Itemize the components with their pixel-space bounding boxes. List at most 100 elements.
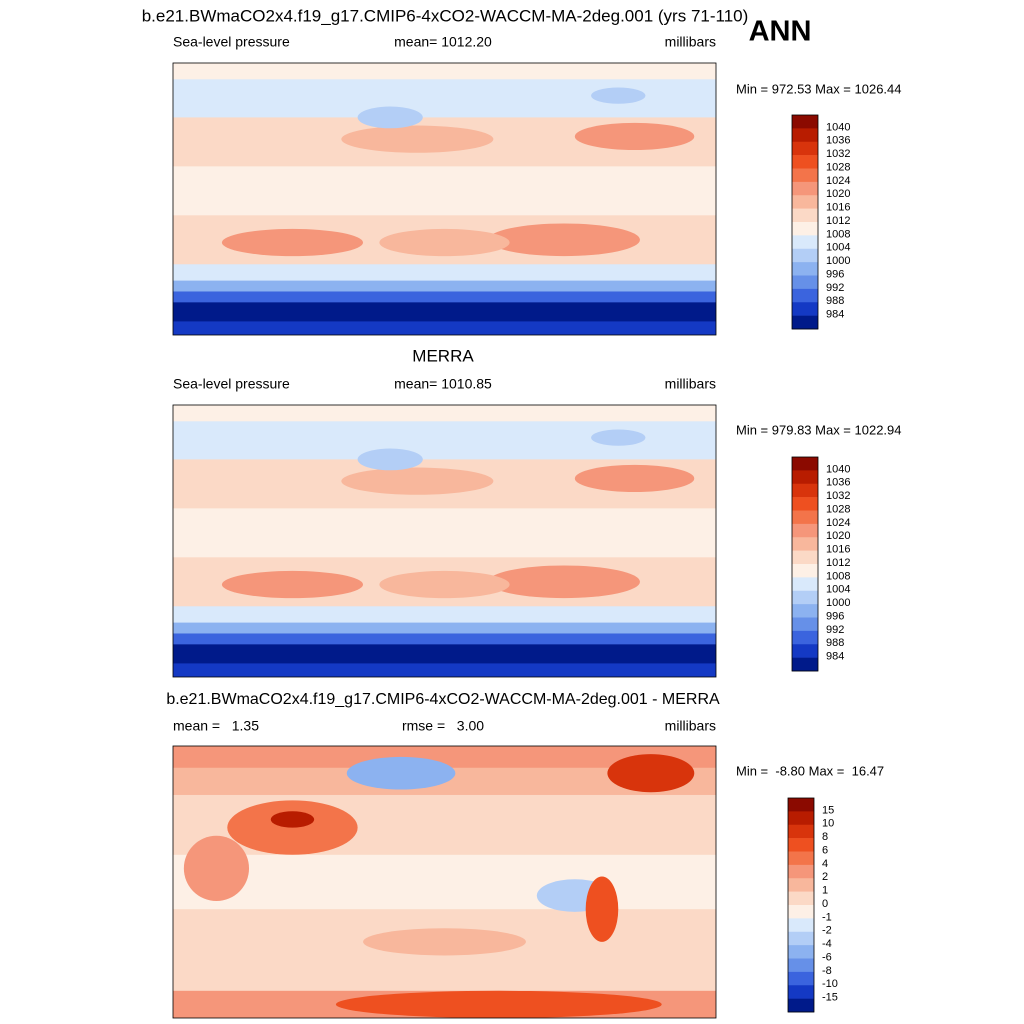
colorbar-frame xyxy=(787,797,815,1013)
colorbar-box xyxy=(792,222,818,236)
colorbar-box xyxy=(792,288,818,303)
map-field xyxy=(585,876,619,942)
colorbar-label: 1032 xyxy=(826,148,850,160)
colorbar-box xyxy=(792,510,818,525)
colorbar-box xyxy=(792,497,818,511)
colorbar-label: 1008 xyxy=(826,570,850,582)
colorbar-box xyxy=(788,931,814,946)
colorbar-box xyxy=(788,851,814,866)
colorbar-box xyxy=(788,864,814,879)
season-label: ANN xyxy=(749,16,812,48)
map-field xyxy=(335,990,662,1018)
colorbar-box xyxy=(792,141,818,156)
colorbar-label: 1036 xyxy=(826,477,850,489)
colorbar-box xyxy=(792,262,818,276)
colorbar-label: 1028 xyxy=(826,503,850,515)
colorbar-label: 1016 xyxy=(826,544,850,556)
colorbar-box xyxy=(792,657,818,672)
colorbar-box xyxy=(792,155,818,169)
map-field xyxy=(270,811,315,828)
colorbar-box xyxy=(788,918,814,933)
map-field xyxy=(173,663,716,677)
colorbar-label: 1016 xyxy=(826,202,850,214)
colorbar-box xyxy=(792,128,818,143)
map-field xyxy=(221,570,364,599)
panel-title: MERRA xyxy=(412,346,474,365)
map-field xyxy=(173,508,716,559)
map-frame xyxy=(172,404,717,678)
colorbar-box xyxy=(788,998,814,1013)
colorbar-box xyxy=(792,208,818,223)
map-field xyxy=(357,448,423,471)
colorbar-label: 1012 xyxy=(826,557,850,569)
colorbar-box xyxy=(792,235,818,250)
colorbar-box xyxy=(788,985,814,999)
colorbar-label: 1020 xyxy=(826,188,850,200)
colorbar-label: 15 xyxy=(822,804,834,816)
map-field xyxy=(346,756,456,790)
colorbar-label: 1004 xyxy=(826,242,850,254)
colorbar-box xyxy=(792,168,818,183)
map-field xyxy=(173,166,716,217)
colorbar-label: 984 xyxy=(826,651,844,663)
colorbar-label: 988 xyxy=(826,295,844,307)
colorbar-box xyxy=(792,115,818,129)
colorbar-box xyxy=(792,537,818,551)
panel: Sea-level pressure mean= 1012.20 millibars… xyxy=(172,34,902,336)
map-field xyxy=(379,570,510,599)
colorbar-box xyxy=(788,878,814,892)
colorbar-box xyxy=(788,891,814,906)
map-field xyxy=(379,228,510,257)
map-field xyxy=(173,302,716,323)
colorbar-frame xyxy=(791,456,819,672)
colorbar-label: 1024 xyxy=(826,517,850,529)
min-max-label: Min = 972.53 Max = 1026.44 xyxy=(736,81,902,96)
colorbar-label: 1 xyxy=(822,885,828,897)
colorbar-label: 1004 xyxy=(826,584,850,596)
panel: b.e21.BWmaCO2x4.f19_g17.CMIP6-4xCO2-WACC… xyxy=(166,691,884,1019)
map-field xyxy=(341,467,494,495)
colorbar-label: 992 xyxy=(826,282,844,294)
colorbar-label: -10 xyxy=(822,978,838,990)
colorbar-label: 2 xyxy=(822,871,828,883)
map-field xyxy=(363,928,526,956)
colorbar-label: 8 xyxy=(822,831,828,843)
map xyxy=(173,63,716,335)
center-label: mean= 1012.20 xyxy=(394,34,492,50)
map-field xyxy=(173,291,716,304)
colorbar-label: 996 xyxy=(826,610,844,622)
colorbar-label: 992 xyxy=(826,624,844,636)
colorbar-label: 988 xyxy=(826,637,844,649)
colorbar-label: -15 xyxy=(822,992,838,1004)
colorbar-label: -8 xyxy=(822,965,832,977)
colorbar-label: 1000 xyxy=(826,255,850,267)
colorbar-label: 1028 xyxy=(826,161,850,173)
map-frame xyxy=(172,62,717,336)
map-field xyxy=(173,63,716,81)
colorbar-label: -4 xyxy=(822,938,832,950)
map-field xyxy=(173,405,716,423)
map-field xyxy=(574,464,695,493)
colorbar-box xyxy=(788,811,814,826)
map-field xyxy=(221,228,364,257)
colorbar-box xyxy=(792,315,818,330)
colorbar-box xyxy=(792,523,818,538)
map-field xyxy=(173,622,716,635)
colorbar-box xyxy=(792,590,818,605)
right-label: millibars xyxy=(665,376,716,392)
colorbar-label: 1020 xyxy=(826,530,850,542)
colorbar-box xyxy=(788,971,814,986)
colorbar-box xyxy=(788,945,814,959)
map-field xyxy=(173,280,716,293)
map-field xyxy=(173,644,716,665)
colorbar-label: 1008 xyxy=(826,228,850,240)
colorbar-box xyxy=(788,905,814,919)
map-field xyxy=(357,106,423,129)
colorbar-box xyxy=(792,577,818,592)
map-field xyxy=(487,223,640,257)
colorbar-label: 0 xyxy=(822,898,828,910)
colorbar-label: -1 xyxy=(822,911,832,923)
map xyxy=(173,746,716,1018)
colorbar-label: 1000 xyxy=(826,597,850,609)
colorbar-label: 6 xyxy=(822,844,828,856)
